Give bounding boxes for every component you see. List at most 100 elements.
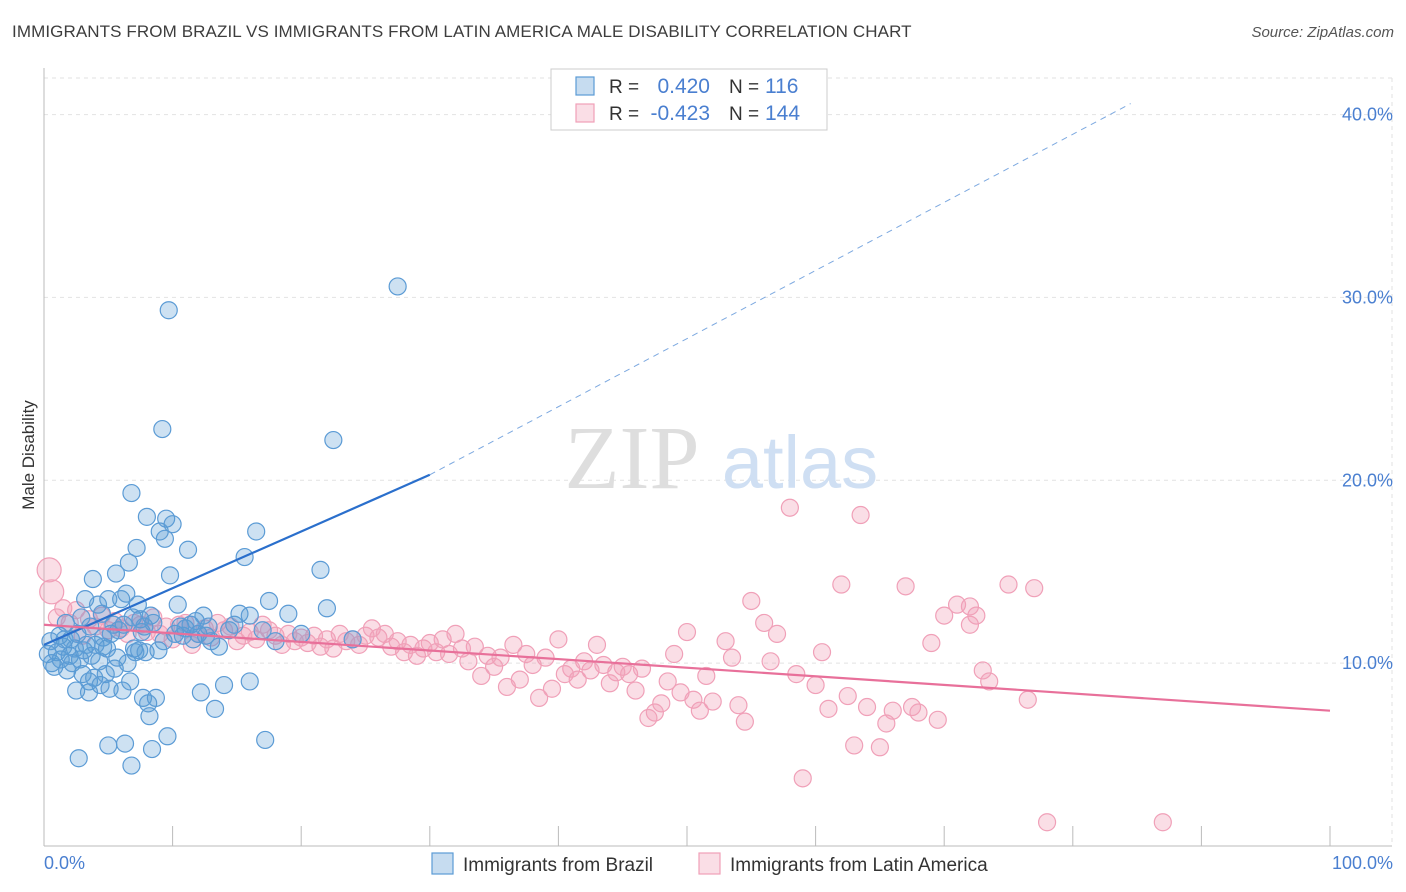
brazil-point (122, 756, 141, 775)
brazil-point (141, 606, 160, 625)
latin-america-point (652, 694, 671, 713)
brazil-point (146, 688, 165, 707)
latin-america-point (1025, 579, 1044, 598)
latin-america-point (407, 646, 427, 665)
axes (43, 68, 1392, 847)
latin-america-point (857, 697, 877, 717)
latin-america-point (36, 557, 62, 583)
brazil-point (178, 540, 198, 559)
brazil-point (65, 639, 84, 658)
brazil-point (73, 665, 92, 684)
brazil-point (137, 507, 156, 526)
latin-america-point (960, 597, 980, 616)
latin-america-point (819, 699, 838, 718)
y-axis-label: Male Disability (19, 400, 38, 510)
y-tick-label: 20.0% (1342, 470, 1393, 490)
brazil-point (240, 606, 259, 625)
brazil-point (117, 584, 136, 603)
brazil-point (159, 301, 178, 320)
brazil-point (225, 615, 244, 634)
latin-america-point (742, 591, 761, 611)
brazil-point (247, 522, 266, 541)
latin-america-point (806, 675, 825, 695)
latin-america-point (980, 672, 999, 691)
latin-america-point (761, 652, 780, 671)
brazil-point (72, 608, 91, 627)
brazil-point (69, 749, 88, 768)
latin-america-point (632, 659, 652, 678)
stats-r-value: 0.420 (657, 75, 710, 98)
latin-america-point (1037, 813, 1057, 832)
brazil-point (388, 277, 407, 296)
latin-america-point (39, 579, 65, 605)
stats-r-value: -0.423 (650, 102, 710, 125)
latin-america-point (928, 710, 947, 729)
brazil-point (127, 538, 146, 558)
brazil-point (99, 590, 118, 609)
latin-america-point (472, 666, 491, 686)
x-tick-label-right: 100.0% (1332, 853, 1393, 873)
brazil-point (106, 564, 126, 583)
stats-n-value: 116 (765, 75, 798, 98)
latin-america-point (793, 769, 812, 788)
brazil-point (140, 707, 159, 726)
chart-title: IMMIGRANTS FROM BRAZIL VS IMMIGRANTS FRO… (12, 22, 912, 41)
watermark-zip: ZIP (565, 409, 700, 508)
brazil-point (214, 675, 234, 695)
legend-swatch (698, 852, 721, 875)
latin-america-point (780, 498, 799, 517)
watermark: ZIP atlas (565, 409, 879, 508)
stats-swatch (575, 103, 595, 123)
brazil-point (119, 553, 138, 572)
latin-america-point (549, 630, 568, 649)
latin-america-point (812, 643, 832, 662)
brazil-trend-line (43, 473, 431, 646)
latin-america-point (832, 575, 851, 594)
latin-america-point (870, 738, 890, 757)
brazil-point (163, 515, 182, 534)
brazil-point (209, 637, 228, 656)
latin-america-point (626, 681, 645, 700)
brazil-point (155, 529, 174, 548)
brazil-point (99, 736, 118, 755)
latin-america-point (922, 633, 941, 653)
source-label: Source: ZipAtlas.com (1251, 24, 1394, 41)
brazil-point (96, 665, 115, 684)
brazil-point (113, 681, 132, 700)
latin-america-point (658, 672, 677, 691)
trend-lines (43, 103, 1331, 712)
brazil-point (220, 621, 239, 640)
brazil-point (317, 599, 337, 618)
brazil-point (142, 739, 162, 759)
y-tick-label: 10.0% (1342, 653, 1393, 673)
brazil-point (94, 637, 113, 656)
latin-america-point (677, 622, 697, 642)
brazil-point (153, 419, 172, 439)
x-tick-labels: 0.0% 100.0% (44, 853, 1393, 873)
latin-america-point (755, 613, 774, 633)
latin-america-point (935, 606, 954, 625)
brazil-point (79, 683, 99, 702)
latin-america-point (973, 661, 992, 680)
latin-america-point (530, 688, 549, 707)
legend-label: Immigrants from Brazil (463, 855, 653, 876)
latin-america-point (587, 635, 607, 654)
stats-swatch (575, 76, 595, 96)
stats-n-label: N = (729, 77, 759, 98)
brazil-point (108, 648, 127, 667)
brazil-point (115, 734, 135, 753)
gridlines (44, 77, 1393, 846)
latin-america-point (684, 690, 703, 709)
latin-america-point (485, 657, 504, 676)
watermark-atlas: atlas (722, 421, 878, 504)
brazil-point (130, 641, 149, 660)
latin-america-point (600, 674, 619, 693)
y-tick-label: 40.0% (1342, 105, 1393, 125)
brazil-point (133, 688, 153, 707)
stats-legend: R = 0.420 N = 116 R = -0.423 N = 144 (550, 68, 828, 131)
brazil-point (259, 591, 279, 611)
brazil-point (279, 604, 298, 623)
latin-america-point (690, 701, 709, 720)
brazil-trend-extension (429, 103, 1131, 476)
brazil-point (83, 569, 102, 589)
